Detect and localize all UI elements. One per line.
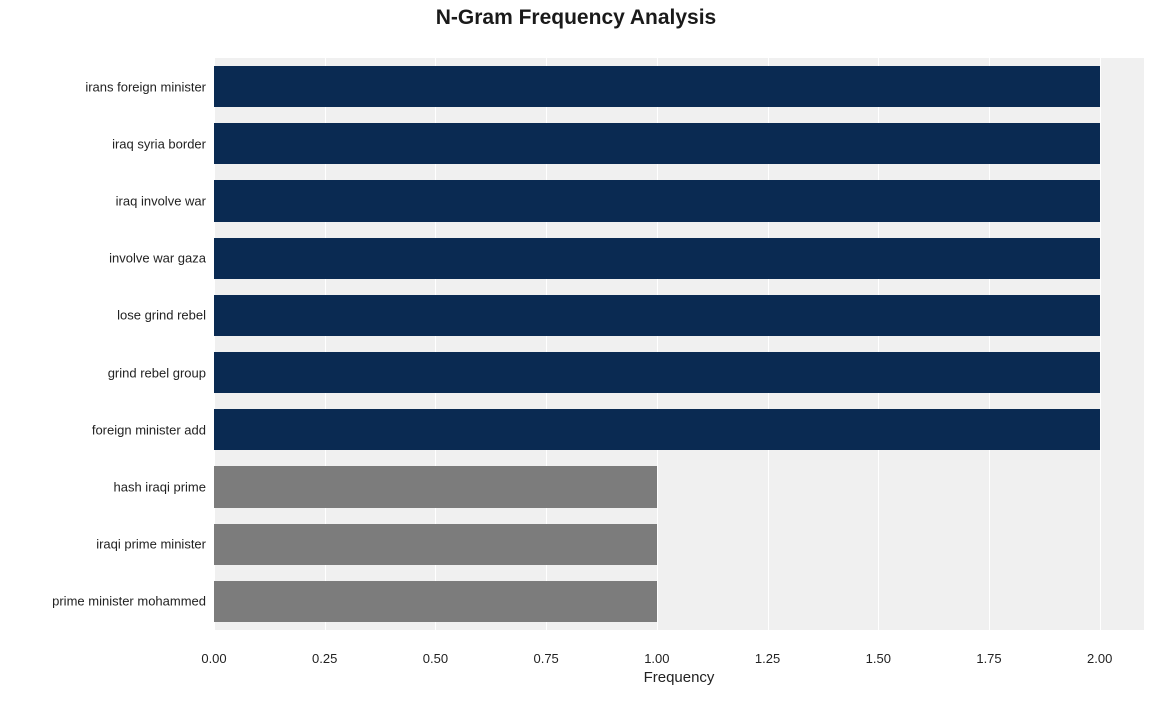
ngram-frequency-chart: N-Gram Frequency Analysis Frequency iran… bbox=[0, 0, 1152, 701]
x-tick-label: 0.50 bbox=[423, 645, 448, 666]
y-tick-label: lose grind rebel bbox=[117, 308, 214, 323]
x-tick-label: 0.25 bbox=[312, 645, 337, 666]
bar bbox=[214, 66, 1100, 107]
chart-title: N-Gram Frequency Analysis bbox=[0, 6, 1152, 30]
gridline-vertical bbox=[1100, 35, 1101, 645]
bar bbox=[214, 581, 657, 622]
x-tick-label: 1.00 bbox=[644, 645, 669, 666]
bar bbox=[214, 409, 1100, 450]
x-tick-label: 1.25 bbox=[755, 645, 780, 666]
plot-area: Frequency irans foreign ministeriraq syr… bbox=[214, 35, 1144, 645]
y-tick-label: prime minister mohammed bbox=[52, 594, 214, 609]
y-tick-label: iraq involve war bbox=[116, 194, 214, 209]
bar bbox=[214, 123, 1100, 164]
bar bbox=[214, 238, 1100, 279]
bar bbox=[214, 352, 1100, 393]
bar bbox=[214, 295, 1100, 336]
x-tick-label: 0.75 bbox=[533, 645, 558, 666]
bar bbox=[214, 180, 1100, 221]
x-tick-label: 1.75 bbox=[976, 645, 1001, 666]
y-tick-label: iraq syria border bbox=[112, 136, 214, 151]
x-tick-label: 1.50 bbox=[866, 645, 891, 666]
y-tick-label: irans foreign minister bbox=[85, 79, 214, 94]
bar bbox=[214, 524, 657, 565]
y-tick-label: iraqi prime minister bbox=[96, 537, 214, 552]
y-tick-label: grind rebel group bbox=[108, 365, 214, 380]
y-tick-label: hash iraqi prime bbox=[114, 480, 215, 495]
bar bbox=[214, 466, 657, 507]
x-tick-label: 0.00 bbox=[201, 645, 226, 666]
x-tick-label: 2.00 bbox=[1087, 645, 1112, 666]
y-tick-label: involve war gaza bbox=[109, 251, 214, 266]
y-tick-label: foreign minister add bbox=[92, 422, 214, 437]
